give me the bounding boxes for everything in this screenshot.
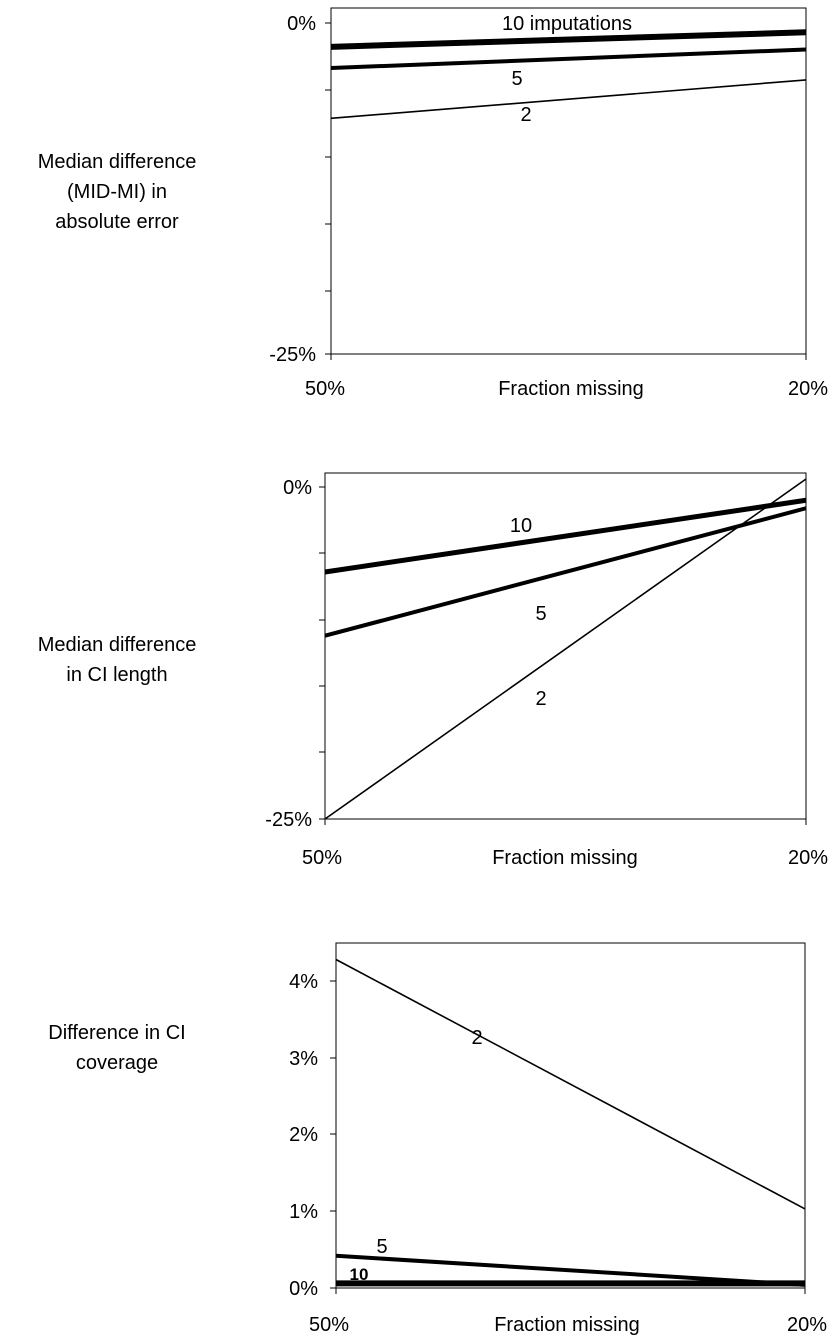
y-tick-label: -25% (265, 809, 312, 831)
series-line-5 (330, 47, 807, 71)
y-axis-label-line-2: in CI length (66, 664, 167, 686)
y-axis-label-line-1: Difference in CI (48, 1022, 185, 1044)
x-tick-label: 50% (305, 378, 345, 400)
panel-absolute-error: Median difference (MID-MI) in absolute e… (38, 7, 828, 400)
y-axis-label-line-2: coverage (76, 1052, 158, 1074)
series-label-2: 2 (535, 688, 546, 710)
x-tick-label: 20% (788, 847, 828, 869)
x-tick-label: 50% (302, 847, 342, 869)
y-tick-label: 4% (289, 971, 318, 993)
series-line-5 (324, 506, 807, 638)
y-tick-label: 1% (289, 1201, 318, 1223)
y-tick-label: 0% (287, 13, 316, 35)
series-lines (335, 958, 806, 1287)
x-axis-label: Fraction missing (494, 1314, 640, 1336)
y-axis-label-line-3: absolute error (55, 211, 179, 233)
series-label-2: 2 (520, 104, 531, 126)
plot-area-frame (335, 942, 806, 1289)
x-axis-label: Fraction missing (498, 378, 644, 400)
series-line-5 (335, 1253, 806, 1287)
y-tick-label: -25% (269, 344, 316, 366)
series-line-2 (335, 958, 806, 1210)
y-axis-label-line-1: Median difference (38, 634, 197, 656)
series-line-10 (330, 29, 807, 50)
series-line-10 (324, 497, 807, 575)
plot-area-frame (330, 7, 807, 355)
x-tick-label: 20% (788, 378, 828, 400)
series-lines (330, 29, 807, 120)
series-label-5: 5 (535, 603, 546, 625)
series-label-5: 5 (511, 68, 522, 90)
series-label-5: 5 (376, 1236, 387, 1258)
x-axis-label: Fraction missing (492, 847, 638, 869)
y-axis-label-line-2: (MID-MI) in (67, 181, 167, 203)
series-label-10: 10 (350, 1265, 369, 1284)
panel-ci-coverage: Difference in CI coverage 0% 1% 2% 3% 4%… (48, 942, 827, 1336)
series-label-2: 2 (471, 1027, 482, 1049)
series-label-10: 10 (510, 515, 532, 537)
plot-area-frame (324, 472, 807, 820)
y-axis-label-line-1: Median difference (38, 151, 197, 173)
series-line-2 (330, 79, 807, 120)
y-tick-label: 3% (289, 1048, 318, 1070)
y-tick-label: 0% (289, 1278, 318, 1300)
y-tick-label: 2% (289, 1124, 318, 1146)
x-tick-label: 50% (309, 1314, 349, 1336)
panel-ci-length: Median difference in CI length 0% -25% 5… (38, 472, 828, 869)
series-label-10-imputations: 10 imputations (502, 13, 632, 35)
series-line-2 (324, 478, 807, 820)
x-tick-label: 20% (787, 1314, 827, 1336)
series-lines (324, 478, 807, 820)
y-tick-label: 0% (283, 477, 312, 499)
